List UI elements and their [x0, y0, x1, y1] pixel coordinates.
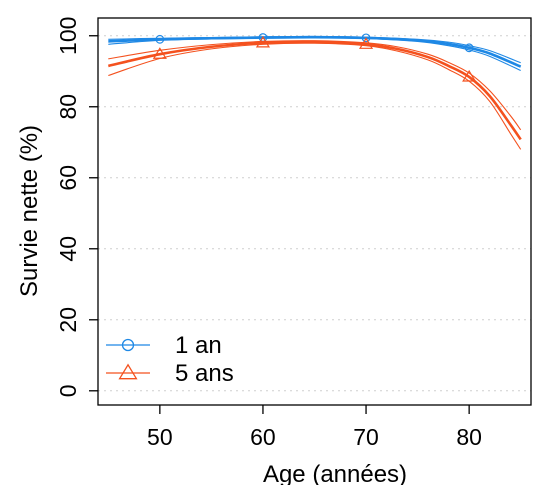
legend-marker-5-ans [118, 363, 138, 380]
x-tick-label-80: 80 [456, 424, 482, 450]
series-5-ans-line [108, 40, 522, 141]
y-axis-title: Survie nette (%) [16, 125, 43, 297]
series-1-an-point-70 [361, 33, 371, 43]
series-layer [108, 33, 522, 150]
y-tick-label-40: 40 [55, 236, 81, 262]
y-tick-label-20: 20 [55, 307, 81, 333]
series-5-ans-lower-bound [108, 42, 522, 150]
series-5-ans-point-70 [358, 37, 374, 49]
y-tick-label-60: 60 [55, 165, 81, 191]
series-5-ans-upper-bound [108, 40, 522, 131]
gridlines [98, 35, 531, 392]
series-1-an-point-80 [464, 43, 474, 53]
y-tick-label-0: 0 [55, 384, 81, 397]
legend: 1 an5 ans [106, 332, 234, 387]
legend-label-5-ans: 5 ans [175, 360, 234, 387]
series-5-ans [108, 35, 522, 150]
series-5-ans-point-80 [462, 69, 477, 82]
plot-frame [97, 17, 532, 406]
x-tick-label-60: 60 [250, 424, 276, 450]
x-tick-label-70: 70 [353, 424, 379, 450]
x-tick-label-50: 50 [147, 424, 173, 450]
y-tick-label-100: 100 [55, 17, 81, 55]
series-5-ans-point-60 [255, 35, 271, 48]
legend-label-1-an: 1 an [175, 332, 222, 359]
x-axis-title: Age (années) [263, 461, 407, 485]
legend-marker-1-an [121, 338, 135, 352]
series-5-ans-point-50 [152, 47, 167, 59]
series-1-an-point-50 [155, 34, 165, 44]
y-tick-label-80: 80 [55, 94, 81, 120]
axes: 0 20 40 60 80 100 50 60 70 80 [55, 17, 482, 450]
